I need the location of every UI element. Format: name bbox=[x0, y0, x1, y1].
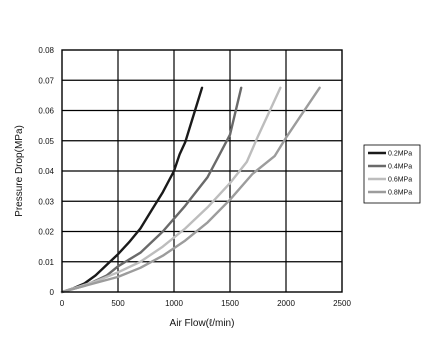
y-tick-label: 0 bbox=[50, 288, 55, 297]
y-tick-label: 0.07 bbox=[38, 76, 54, 85]
legend-label: 0.6MPa bbox=[388, 177, 412, 184]
y-tick-label: 0.04 bbox=[38, 167, 54, 176]
y-tick-label: 0.05 bbox=[38, 137, 54, 146]
legend-label: 0.2MPa bbox=[388, 151, 412, 158]
legend-items: 0.2MPa 0.4MPa 0.6MPa 0.8MPa bbox=[368, 151, 412, 197]
y-tick-label: 0.02 bbox=[38, 228, 54, 237]
y-tick-label: 0.06 bbox=[38, 107, 54, 116]
legend: 0.2MPa 0.4MPa 0.6MPa 0.8MPa bbox=[363, 144, 421, 204]
legend-label: 0.4MPa bbox=[388, 164, 412, 171]
x-tick-label: 0 bbox=[60, 299, 65, 308]
x-tick-label: 500 bbox=[111, 299, 125, 308]
series-line-0.2MPa bbox=[60, 86, 204, 294]
series-line-0.6MPa bbox=[60, 86, 282, 294]
y-tick-labels: 0 0.01 0.02 0.03 0.04 0.05 0.06 0.07 0.08 bbox=[38, 46, 54, 297]
y-axis-label: Pressure Drop(MPa) bbox=[14, 125, 25, 217]
x-axis-label: Air Flow(ℓ/min) bbox=[170, 318, 235, 329]
x-tick-labels: 0 500 1000 1500 2000 2500 bbox=[60, 299, 352, 308]
y-tick-label: 0.03 bbox=[38, 197, 54, 206]
x-tick-label: 1500 bbox=[221, 299, 239, 308]
legend-box bbox=[363, 144, 421, 204]
series-layer bbox=[60, 86, 321, 294]
x-tick-label: 2000 bbox=[277, 299, 295, 308]
y-tick-label: 0.08 bbox=[38, 46, 54, 55]
y-tick-label: 0.01 bbox=[38, 258, 54, 267]
x-tick-label: 1000 bbox=[165, 299, 183, 308]
x-tick-label: 2500 bbox=[333, 299, 351, 308]
plot-frame bbox=[61, 49, 343, 293]
legend-label: 0.8MPa bbox=[388, 190, 412, 197]
series-line-0.8MPa bbox=[60, 86, 321, 294]
